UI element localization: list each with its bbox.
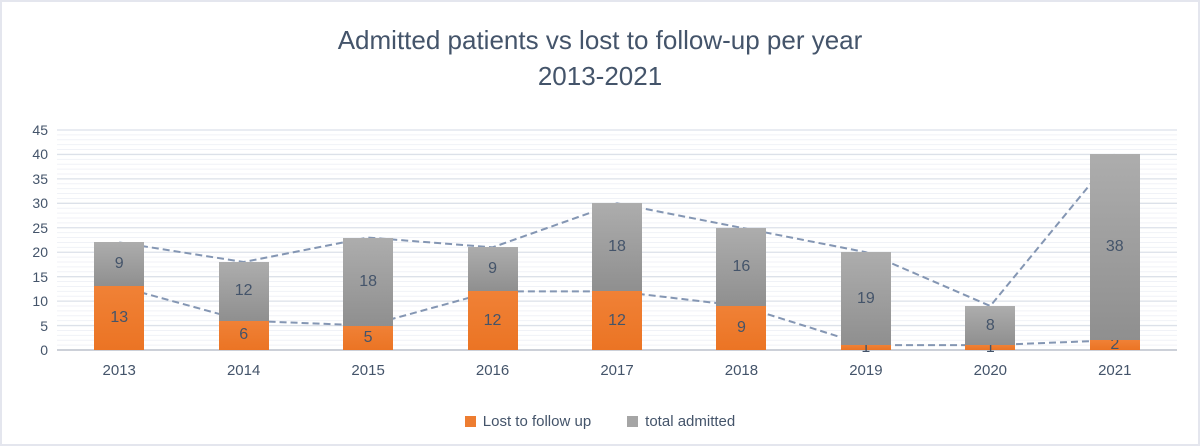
- legend-label-admitted: total admitted: [645, 413, 736, 430]
- x-axis-label-2017: 2017: [600, 362, 634, 379]
- x-axis-label-2014: 2014: [226, 362, 261, 379]
- x-axis-label-2020: 2020: [973, 362, 1008, 379]
- x-axis-label-2015: 2015: [351, 362, 385, 379]
- legend: Lost to follow up total admitted: [2, 413, 1198, 430]
- x-axis-label-2013: 2013: [102, 362, 136, 379]
- chart-title-line1: Admitted patients vs lost to follow-up p…: [337, 25, 863, 55]
- y-axis-tick-10: 10: [32, 293, 48, 310]
- y-axis-tick-5: 5: [40, 317, 48, 334]
- y-axis-tick-35: 35: [32, 170, 48, 187]
- x-axis-label-2016: 2016: [475, 362, 510, 379]
- legend-item-lost-to-follow-up: Lost to follow up: [464, 413, 592, 430]
- total-admitted-trend-line: [119, 153, 1116, 308]
- y-axis-tick-45: 45: [32, 122, 48, 138]
- legend-swatch-lost-icon: [464, 416, 476, 427]
- y-axis-tick-20: 20: [32, 244, 48, 261]
- y-axis-tick-30: 30: [32, 195, 48, 212]
- x-axis-label-2021: 2021: [1098, 362, 1132, 379]
- legend-label-lost: Lost to follow up: [482, 413, 592, 430]
- x-axis-label-2018: 2018: [724, 362, 759, 379]
- chart-title-line2: 2013-2021: [537, 61, 663, 91]
- y-axis-tick-25: 25: [32, 219, 48, 236]
- legend-swatch-admitted-icon: [627, 416, 639, 427]
- y-axis-tick-15: 15: [32, 268, 48, 285]
- legend-item-total-admitted: total admitted: [627, 413, 735, 430]
- y-axis-tick-0: 0: [40, 342, 48, 358]
- x-axis-label-2019: 2019: [849, 362, 883, 379]
- chart-title: Admitted patients vs lost to follow-up p…: [2, 22, 1198, 94]
- y-axis-tick-40: 40: [32, 146, 48, 163]
